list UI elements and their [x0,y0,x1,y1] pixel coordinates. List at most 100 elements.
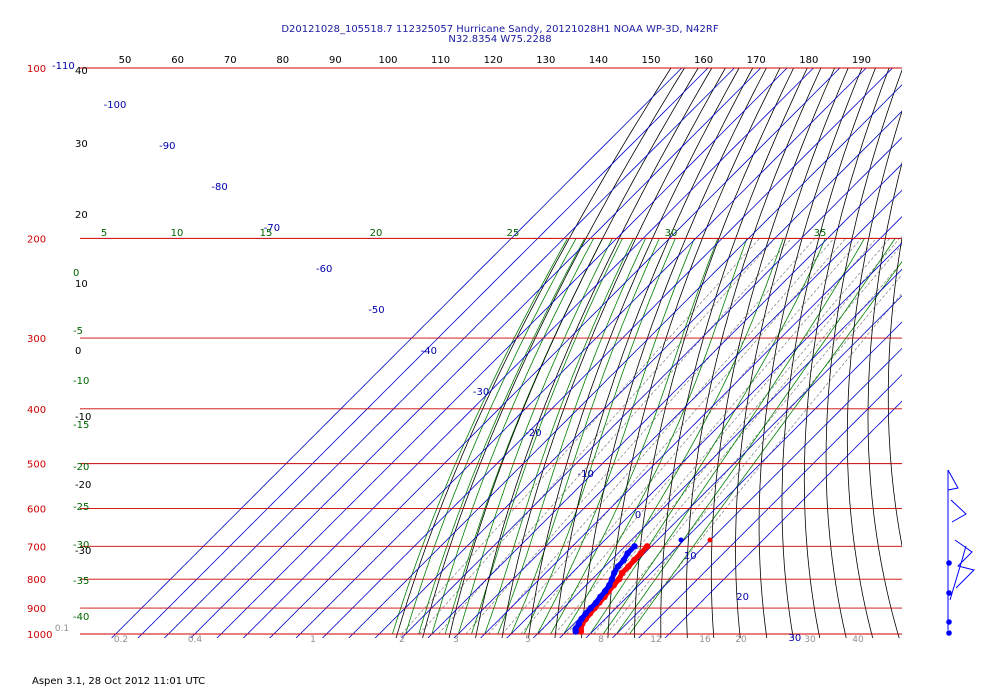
isotherm-line [269,68,841,638]
mixing-ratio-lines [401,238,902,635]
isotherm-line [480,216,902,638]
mixing-ratio-label: 3 [453,635,459,645]
dewpoint-point [614,563,622,570]
moist-adiabat-line [418,238,586,635]
mixing-ratio-label: 1 [310,635,316,645]
dry-adiabat-line [983,55,1000,646]
pressure-tick-label: 700 [27,542,46,553]
left-moist-label: -30 [73,540,89,551]
dry-adiabat-label: 0 [75,346,81,357]
mixing-ratio-label: 0.1 [55,624,69,634]
dry-adiabat-label: -30 [75,546,91,557]
moist-adiabat-line [550,238,719,635]
pressure-tick-label: 100 [27,64,46,75]
pressure-tick-label: 500 [27,460,46,471]
top-left-label: -110 [52,61,75,72]
top-scale-label: 150 [641,55,660,66]
dewpoint-point [582,610,589,617]
isotherm-label: -70 [264,223,280,234]
isotherm-line [137,68,709,638]
temperature-point [615,575,623,583]
dry-adiabat-line [475,68,713,638]
moist-adiabat-line [431,238,594,635]
left-moist-label: -15 [73,420,89,431]
pressure-tick-label: 600 [27,504,46,515]
moist-adiabat-label: 35 [814,228,827,239]
mixing-ratio-line [401,238,760,635]
mixing-ratio-line [465,238,816,635]
top-scale-label: 50 [119,55,132,66]
sounding-profile [572,537,713,635]
isotherm-label: -40 [421,346,437,357]
left-moist-label: -5 [73,326,83,337]
isotherm-label: 30 [789,633,802,644]
top-scale-label: 140 [589,55,608,66]
temperature-point [625,563,632,570]
temperature-point [707,537,713,543]
isotherm-label: -20 [525,428,541,439]
dry-adiabat-line [781,68,876,638]
isotherm-line [611,347,902,638]
left-moist-label: -10 [73,376,89,387]
dewpoint-point [587,604,594,612]
wind-barb-dot [946,630,952,636]
temperature-point [577,628,585,635]
top-scale-label: 130 [536,55,555,66]
isotherm-line [348,84,902,638]
isotherm-line [242,68,815,638]
wind-barb-dot [946,590,952,596]
isotherm-label: 20 [736,592,749,603]
dry-adiabat-label: -10 [75,412,91,423]
isotherm-line [163,68,735,638]
isotherm-line [664,400,902,638]
chart-title: D20121028_105518.7 112325057 Hurricane S… [281,24,719,35]
isotherm-line [374,110,902,638]
footer-text: Aspen 3.1, 28 Oct 2012 11:01 UTC [32,676,206,687]
dry-adiabat-line [846,109,902,638]
moist-adiabat-line [523,238,676,635]
moist-adiabat-label: 5 [101,228,107,239]
isotherm-line [427,163,902,638]
dry-adiabat-label: 30 [75,139,88,150]
wind-barb [949,545,967,601]
wind-profile [946,469,975,636]
mixing-ratio-label: 8 [598,635,604,645]
top-scale-label: 190 [852,55,871,66]
left-moist-label: 0 [73,268,79,279]
moist-adiabat-label: 20 [370,228,383,239]
isotherm-label: -100 [104,100,127,111]
left-moist-label: -25 [73,502,89,513]
mixing-ratio-label: 30 [804,635,816,645]
top-scale-label: 80 [276,55,289,66]
mixing-ratio-label: 2 [399,635,405,645]
dewpoint-point [597,593,604,601]
isotherm-line [585,321,902,638]
dry-adiabat-label: -20 [75,480,91,491]
dry-adiabat-line [965,55,1000,646]
dry-adiabat-line [634,68,795,638]
dry-adiabat-label: 20 [75,210,88,221]
isotherm-line [453,189,902,638]
isotherm-line [638,374,902,638]
isotherm-label: -90 [159,141,175,152]
isotherm-line [111,68,683,638]
dry-adiabat-line [554,68,754,638]
isotherm-line [321,68,894,638]
pressure-tick-label: 1000 [27,630,52,641]
dewpoint-point [602,587,609,595]
top-scale-label: 160 [694,55,713,66]
dry-adiabat-line [758,68,863,638]
wind-barb-dot [946,619,952,625]
temperature-point [637,550,644,557]
mixing-ratio-label: 20 [735,635,747,645]
temperature-point [644,543,651,550]
mixing-ratio-line [624,292,902,635]
dewpoint-point [611,569,618,577]
isotherm-line [401,137,902,638]
isotherm-label: -80 [211,182,227,193]
isotherm-label: 0 [635,510,641,521]
moist-adiabat-label: 10 [171,228,184,239]
dry-adiabat-line [946,55,1000,646]
mixing-ratio-label: 0.4 [188,635,203,645]
